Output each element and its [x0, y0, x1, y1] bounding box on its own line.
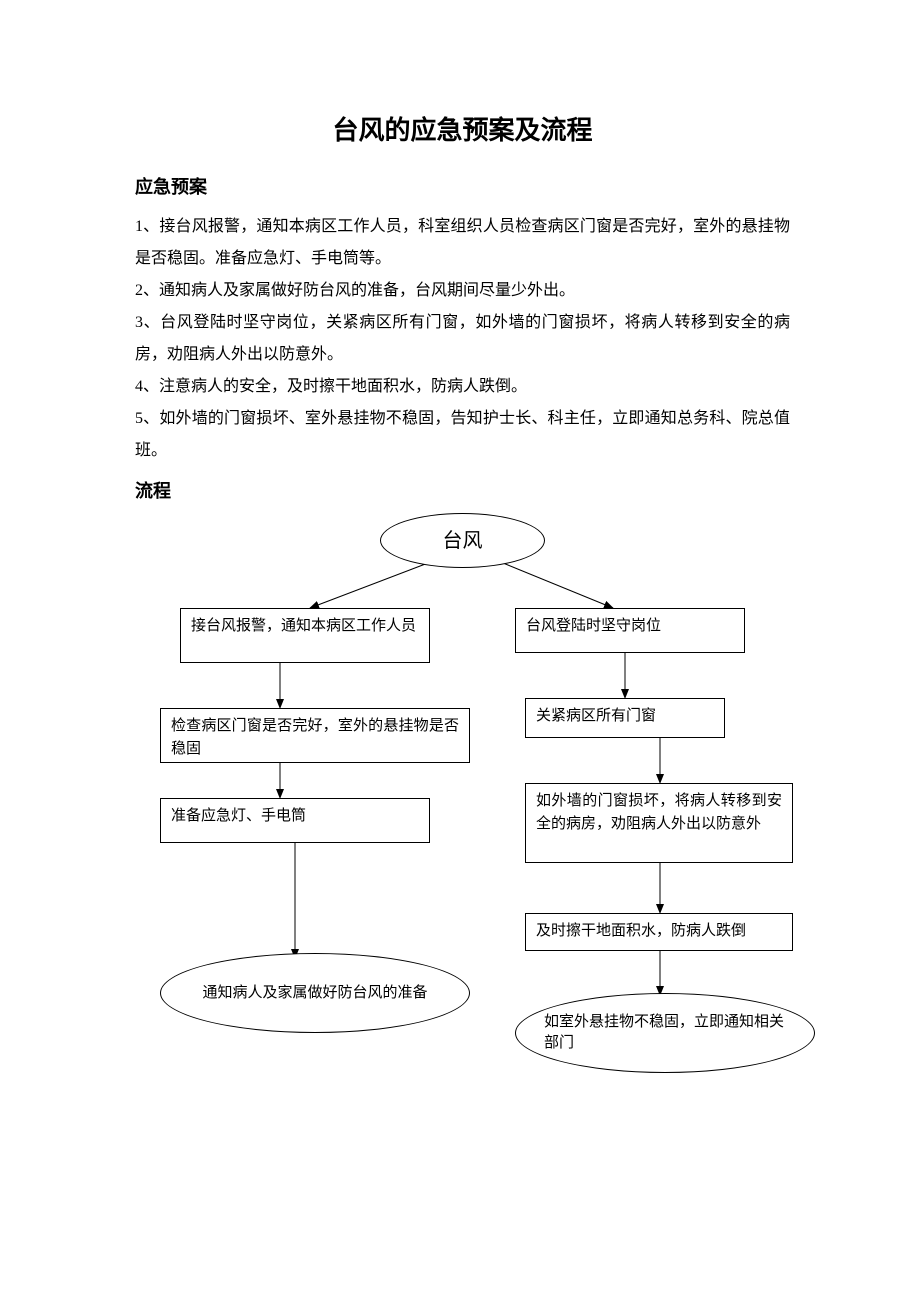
plan-paragraph-1: 1、接台风报警，通知本病区工作人员，科室组织人员检查病区门窗是否完好，室外的悬挂…: [135, 211, 790, 275]
flowchart-container: 台风接台风报警，通知本病区工作人员 台风登陆时坚守岗位检查病区门窗是否完好，室外的…: [135, 513, 790, 1173]
plan-paragraph-4: 4、注意病人的安全，及时擦干地面积水，防病人跌倒。: [135, 371, 790, 403]
flow-node-left3: 准备应急灯、手电筒: [160, 798, 430, 843]
flow-node-left1: 接台风报警，通知本病区工作人员: [180, 608, 430, 663]
flow-node-right2: 关紧病区所有门窗: [525, 698, 725, 738]
flow-edge-top-right1: [503, 563, 613, 608]
plan-heading: 应急预案: [135, 173, 790, 199]
flow-node-right3: 如外墙的门窗损坏，将病人转移到安全的病房，劝阻病人外出以防意外: [525, 783, 793, 863]
flow-node-right4: 及时擦干地面积水，防病人跌倒: [525, 913, 793, 951]
flow-node-right1: 台风登陆时坚守岗位: [515, 608, 745, 653]
plan-paragraph-3: 3、台风登陆时坚守岗位，关紧病区所有门窗，如外墙的门窗损坏，将病人转移到安全的病…: [135, 307, 790, 371]
flow-heading: 流程: [135, 477, 790, 503]
flow-edge-top-left1: [310, 563, 428, 608]
flow-node-right5: 如室外悬挂物不稳固，立即通知相关部门: [515, 993, 815, 1073]
page-title: 台风的应急预案及流程: [135, 110, 790, 147]
flow-node-left4: 通知病人及家属做好防台风的准备: [160, 953, 470, 1033]
plan-paragraph-5: 5、如外墙的门窗损坏、室外悬挂物不稳固，告知护士长、科主任，立即通知总务科、院总…: [135, 403, 790, 467]
plan-paragraph-2: 2、通知病人及家属做好防台风的准备，台风期间尽量少外出。: [135, 275, 790, 307]
flow-node-left2: 检查病区门窗是否完好，室外的悬挂物是否稳固: [160, 708, 470, 763]
flow-node-top: 台风: [380, 513, 545, 568]
